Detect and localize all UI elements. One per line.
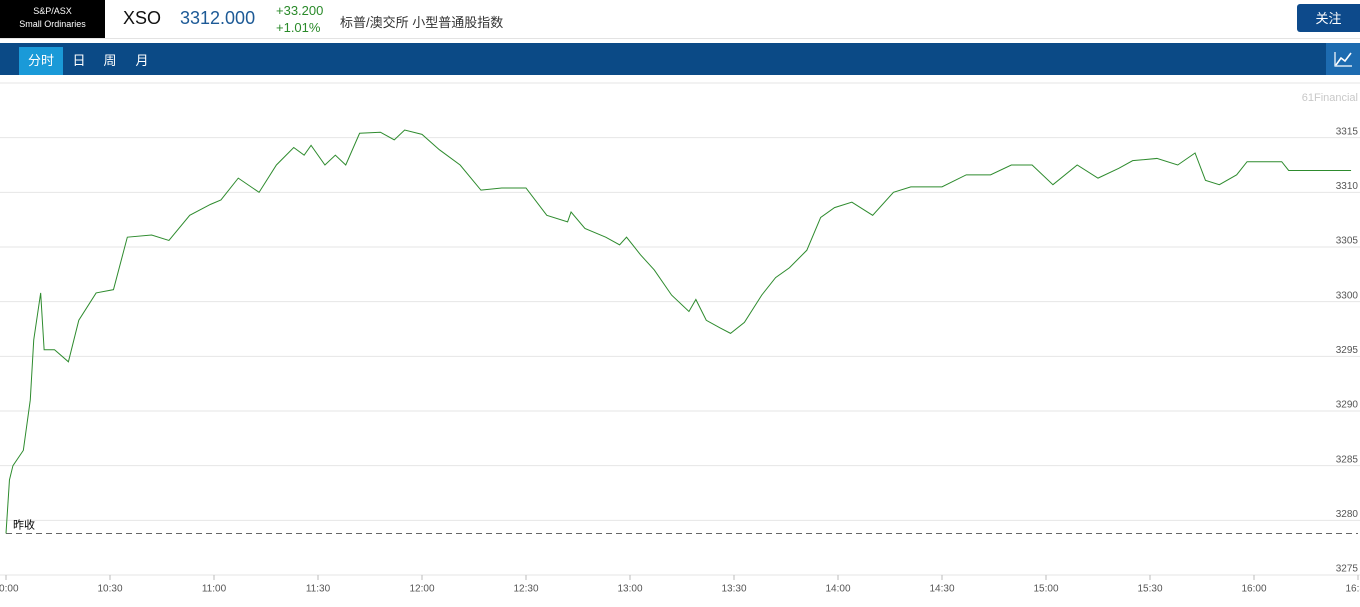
y-tick-label: 3280 [1336, 509, 1359, 520]
chart: 61Financial 3275 3280 3285 3290 3295 3300 3305… [0, 82, 1360, 595]
follow-button[interactable]: 关注 [1297, 4, 1360, 32]
price: 3312.000 [180, 8, 256, 28]
chart-type-button[interactable] [1326, 43, 1360, 75]
x-tick-label: 11:30 [306, 584, 331, 595]
x-tick-label: 14:30 [929, 584, 954, 595]
x-tick-label: 16:00 [1241, 584, 1266, 595]
change-box: +33.200 +1.01% [276, 2, 323, 36]
y-tick-label: 3295 [1336, 345, 1359, 356]
x-tick-label: 10:30 [97, 584, 122, 595]
price-line [5, 129, 1352, 534]
change-pct: +1.01% [276, 20, 321, 35]
y-tick-label: 3300 [1336, 290, 1359, 301]
tab[interactable]: 分时 [19, 47, 63, 75]
symbol: XSO [123, 8, 162, 28]
reference-label: 昨收 [13, 517, 35, 531]
y-tick-label: 3285 [1336, 454, 1359, 465]
y-tick-label: 3290 [1336, 400, 1359, 411]
x-tick-label: 10:00 [0, 584, 19, 595]
x-tick-label: 16:30 [1345, 584, 1360, 595]
y-tick-label: 3275 [1336, 564, 1359, 575]
index-name: 标普/澳交所 小型普通股指数 [340, 15, 504, 30]
x-tick-label: 13:30 [721, 584, 746, 595]
x-tick-label: 13:00 [617, 584, 642, 595]
x-tick-label: 15:00 [1033, 584, 1058, 595]
x-tick-label: 12:00 [409, 584, 434, 595]
y-tick-label: 3310 [1336, 181, 1359, 192]
y-tick-label: 3305 [1336, 236, 1359, 247]
logo: S&P/ASX Small Ordinaries [0, 0, 105, 38]
x-tick-label: 12:30 [513, 584, 538, 595]
logo-line: S&P/ASX [33, 6, 72, 16]
x-tick-label: 14:00 [825, 584, 850, 595]
chart-icon [1334, 52, 1352, 67]
tab[interactable]: 周 [103, 53, 117, 68]
y-tick-label: 3315 [1336, 126, 1359, 137]
x-tick-label: 15:30 [1137, 584, 1162, 595]
tab-bar: 分时 日 周 月 [0, 43, 1360, 75]
change: +33.200 [276, 3, 324, 18]
logo-line: Small Ordinaries [19, 19, 86, 29]
watermark: 61Financial [1302, 92, 1358, 104]
x-tick-label: 11:00 [202, 584, 227, 595]
header: S&P/ASX Small Ordinaries XSO 3312.000 +3… [0, 0, 1360, 39]
tab[interactable]: 月 [135, 53, 149, 68]
tab[interactable]: 日 [72, 53, 86, 68]
